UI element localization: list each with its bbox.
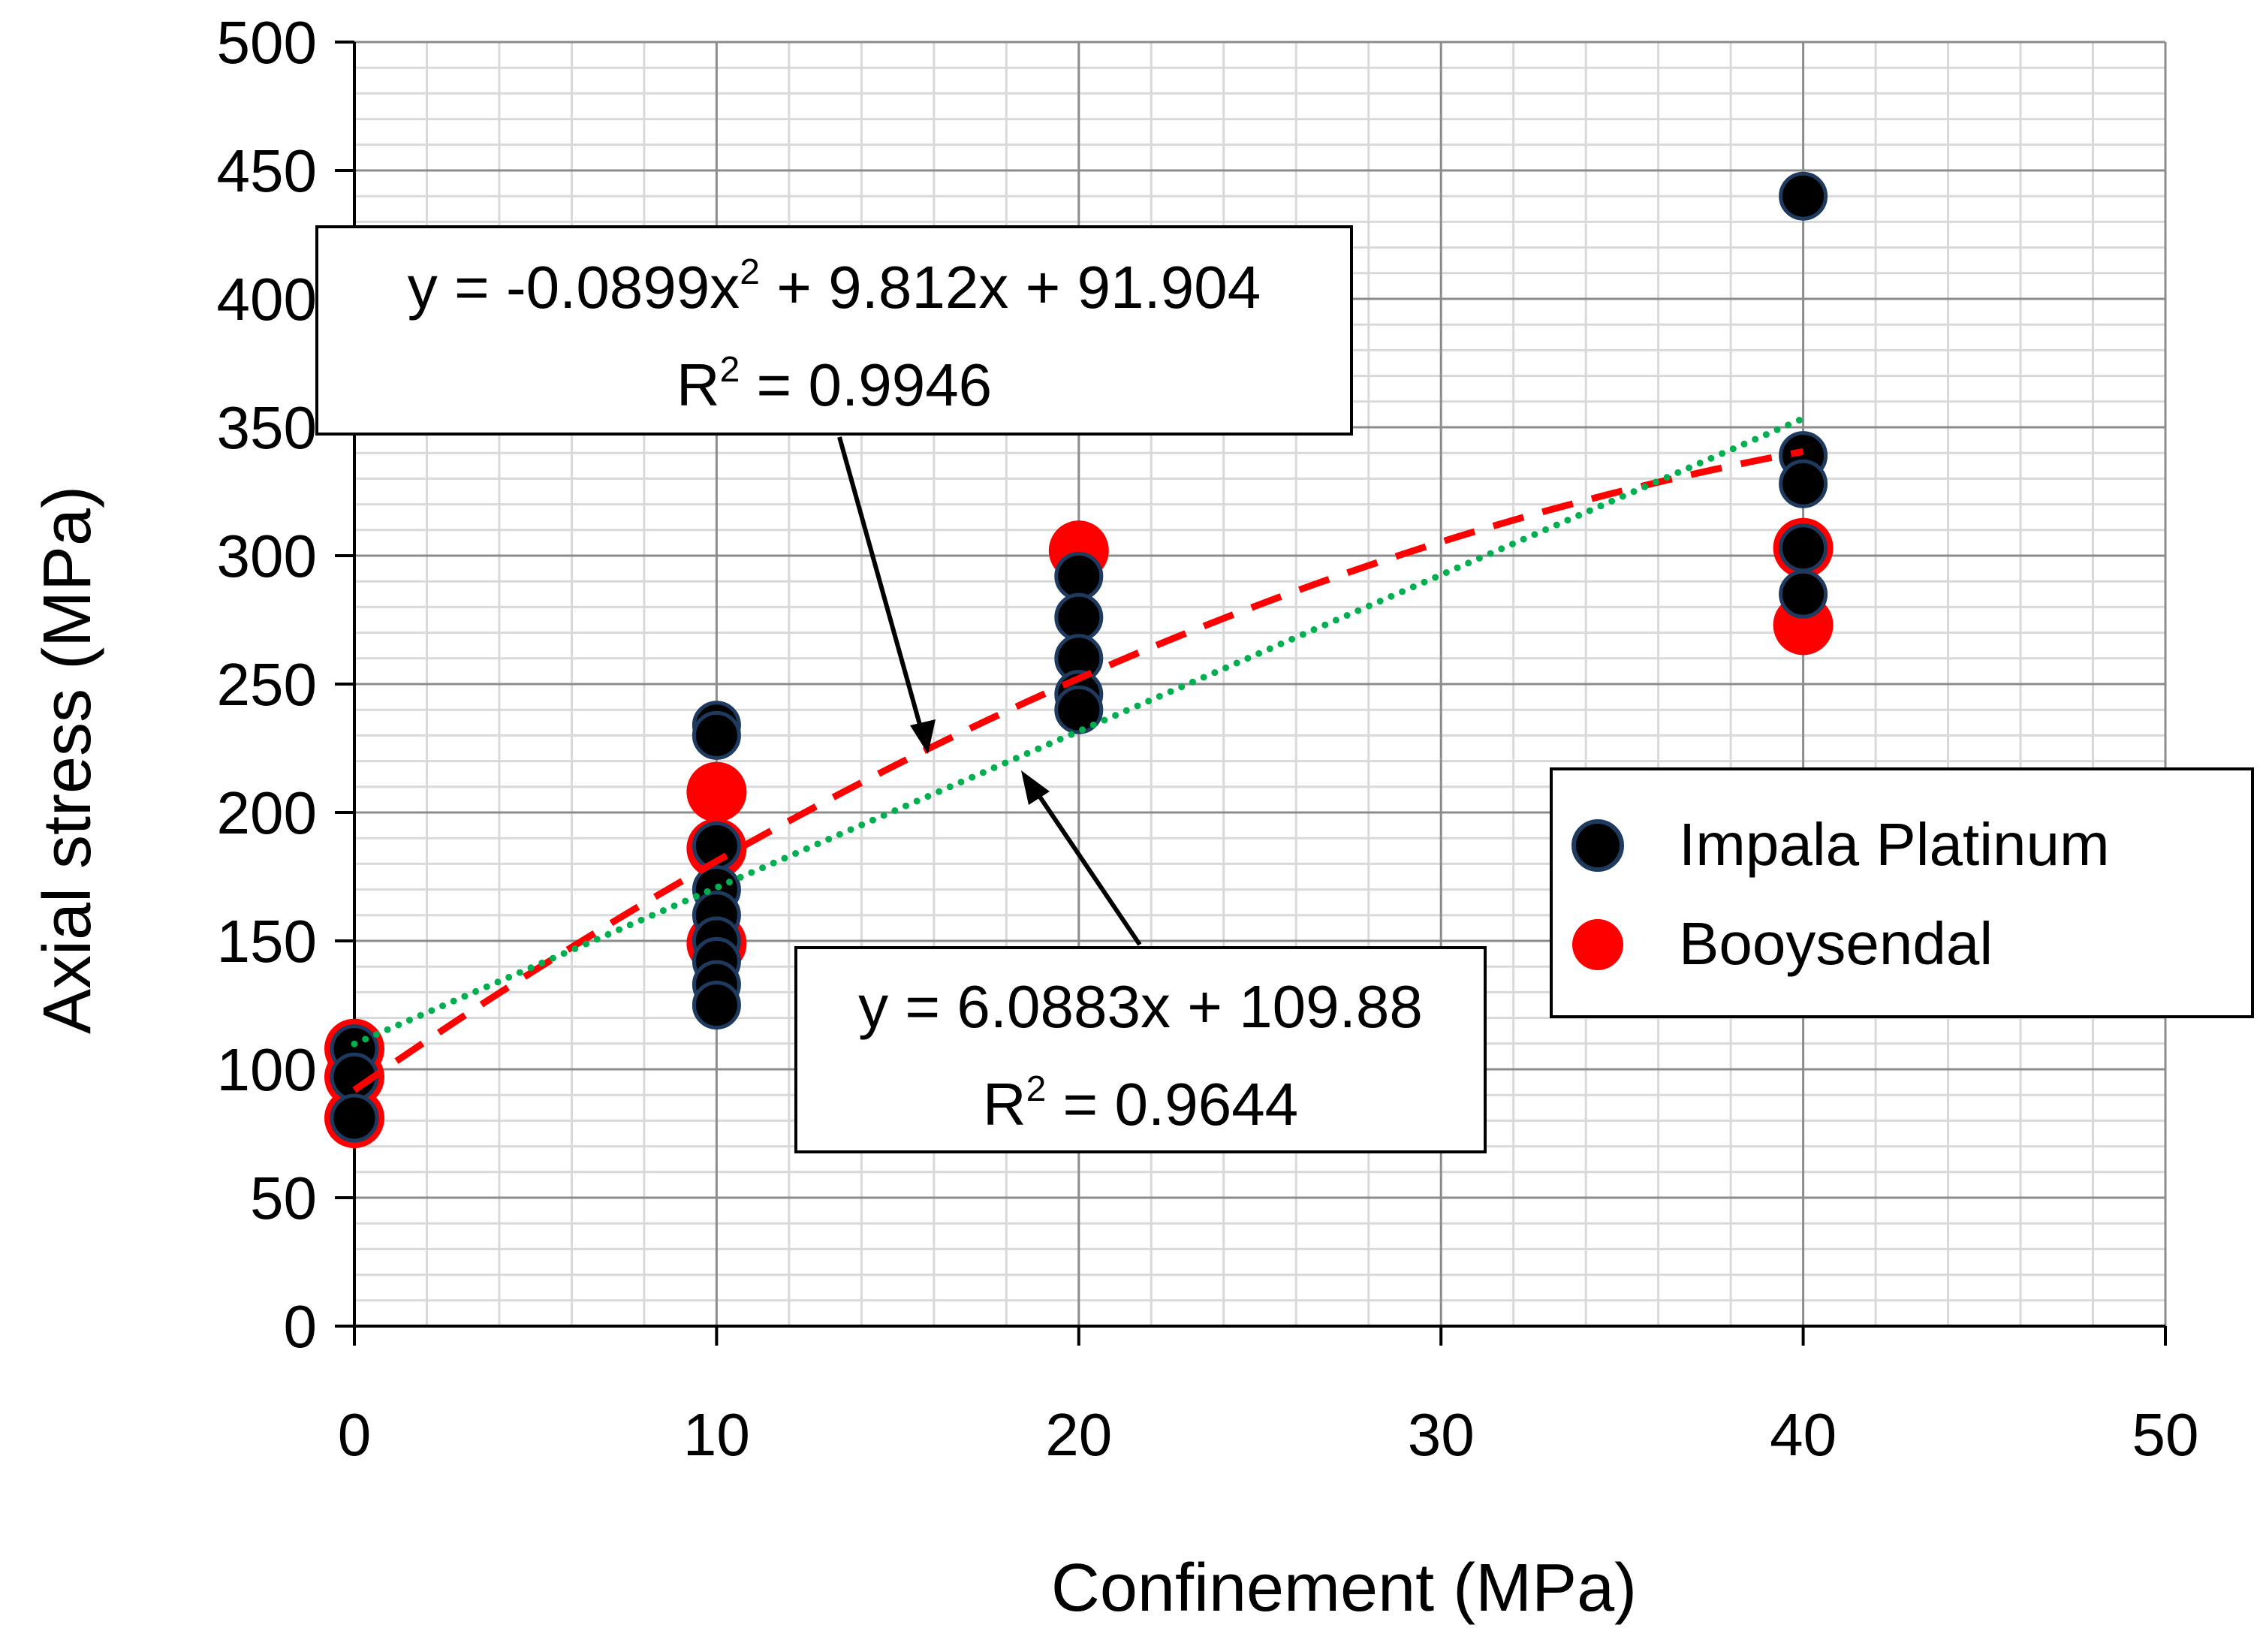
poly-eq-suffix: + 9.812x + 91.904 <box>760 254 1261 321</box>
impala-point <box>1779 523 1828 573</box>
poly-r2-text: R2 = 0.9946 <box>676 350 992 418</box>
impala-point <box>1779 171 1828 221</box>
legend-label-impala: Impala Platinum <box>1679 811 2110 878</box>
poly-equation-arrow <box>837 436 927 744</box>
impala-point <box>692 981 741 1029</box>
linear-equation-arrowhead <box>1021 770 1050 805</box>
impala-point <box>1779 569 1828 619</box>
linear-r2-value: 0.9644 <box>1114 1071 1298 1138</box>
x-tick-label: 40 <box>1770 1401 1837 1468</box>
legend-frame <box>1550 767 2254 1018</box>
linear-trendline <box>351 415 1807 1048</box>
linear-equation-text: y = 6.0883x + 109.88 <box>858 973 1423 1040</box>
y-tick-label: 100 <box>217 1036 317 1103</box>
x-tick-label: 20 <box>1045 1401 1112 1468</box>
poly-r2-eq: = <box>740 351 808 418</box>
linear-r2-superscript: 2 <box>1026 1069 1047 1109</box>
y-tick-label: 350 <box>217 394 317 461</box>
poly-equation-arrowhead <box>910 719 936 754</box>
y-tick-label: 300 <box>217 523 317 589</box>
y-tick-label: 400 <box>217 266 317 333</box>
poly-equation-box: y = -0.0899x2 + 9.812x + 91.904 R2 = 0.9… <box>315 225 1353 436</box>
poly-eq-prefix: y = -0.0899x <box>408 254 740 321</box>
legend-marker-booysendal <box>1572 919 1623 970</box>
linear-equation-arrow <box>1028 781 1142 946</box>
linear-r2-eq: = <box>1046 1071 1114 1138</box>
y-tick-label: 500 <box>217 9 317 76</box>
y-tick-label: 250 <box>217 651 317 718</box>
y-axis-title: Axial stress (MPa) <box>30 486 105 1034</box>
x-tick-label: 30 <box>1408 1401 1475 1468</box>
legend-marker-impala <box>1571 819 1624 872</box>
booysendal-point <box>686 761 747 822</box>
poly-r2-superscript: 2 <box>720 350 740 390</box>
legend-label-booysendal: Booysendal <box>1679 910 1993 977</box>
impala-point <box>692 710 741 760</box>
y-tick-label: 450 <box>217 137 317 204</box>
poly-equation-text: y = -0.0899x2 + 9.812x + 91.904 <box>408 252 1261 321</box>
poly-r2-value: 0.9946 <box>808 351 992 418</box>
linear-r2-text: R2 = 0.9644 <box>983 1069 1298 1138</box>
y-tick-label: 200 <box>217 779 317 846</box>
y-tick-label: 0 <box>284 1293 318 1360</box>
y-tick-label: 50 <box>250 1165 317 1231</box>
poly-r2-prefix: R <box>676 351 720 418</box>
x-axis-title: Confinement (MPa) <box>1051 1551 1637 1626</box>
impala-point <box>1054 685 1104 734</box>
linear-r2-prefix: R <box>983 1071 1026 1138</box>
linear-equation-frame <box>794 946 1487 1153</box>
impala-points <box>330 171 1828 1143</box>
polynomial-trendline <box>352 448 1804 1093</box>
poly-eq-superscript: 2 <box>740 252 760 292</box>
x-tick-labels: 0 10 20 30 40 50 <box>338 1401 2199 1468</box>
callout-arrows <box>837 436 1142 946</box>
impala-point <box>1054 551 1104 601</box>
impala-point <box>330 1093 379 1143</box>
impala-point <box>1054 592 1104 642</box>
trendlines <box>351 415 1807 1093</box>
poly-equation-frame <box>315 225 1353 436</box>
x-tick-label: 10 <box>683 1401 750 1468</box>
linear-equation-box: y = 6.0883x + 109.88 R2 = 0.9644 <box>794 946 1487 1153</box>
legend: Impala Platinum Booysendal <box>1550 767 2254 1018</box>
y-tick-labels: 0 50 100 150 200 250 300 350 400 450 500 <box>217 9 317 1360</box>
x-tick-label: 0 <box>338 1401 372 1468</box>
y-tick-label: 150 <box>217 908 317 975</box>
x-tick-label: 50 <box>2132 1401 2199 1468</box>
impala-point <box>1779 459 1828 508</box>
